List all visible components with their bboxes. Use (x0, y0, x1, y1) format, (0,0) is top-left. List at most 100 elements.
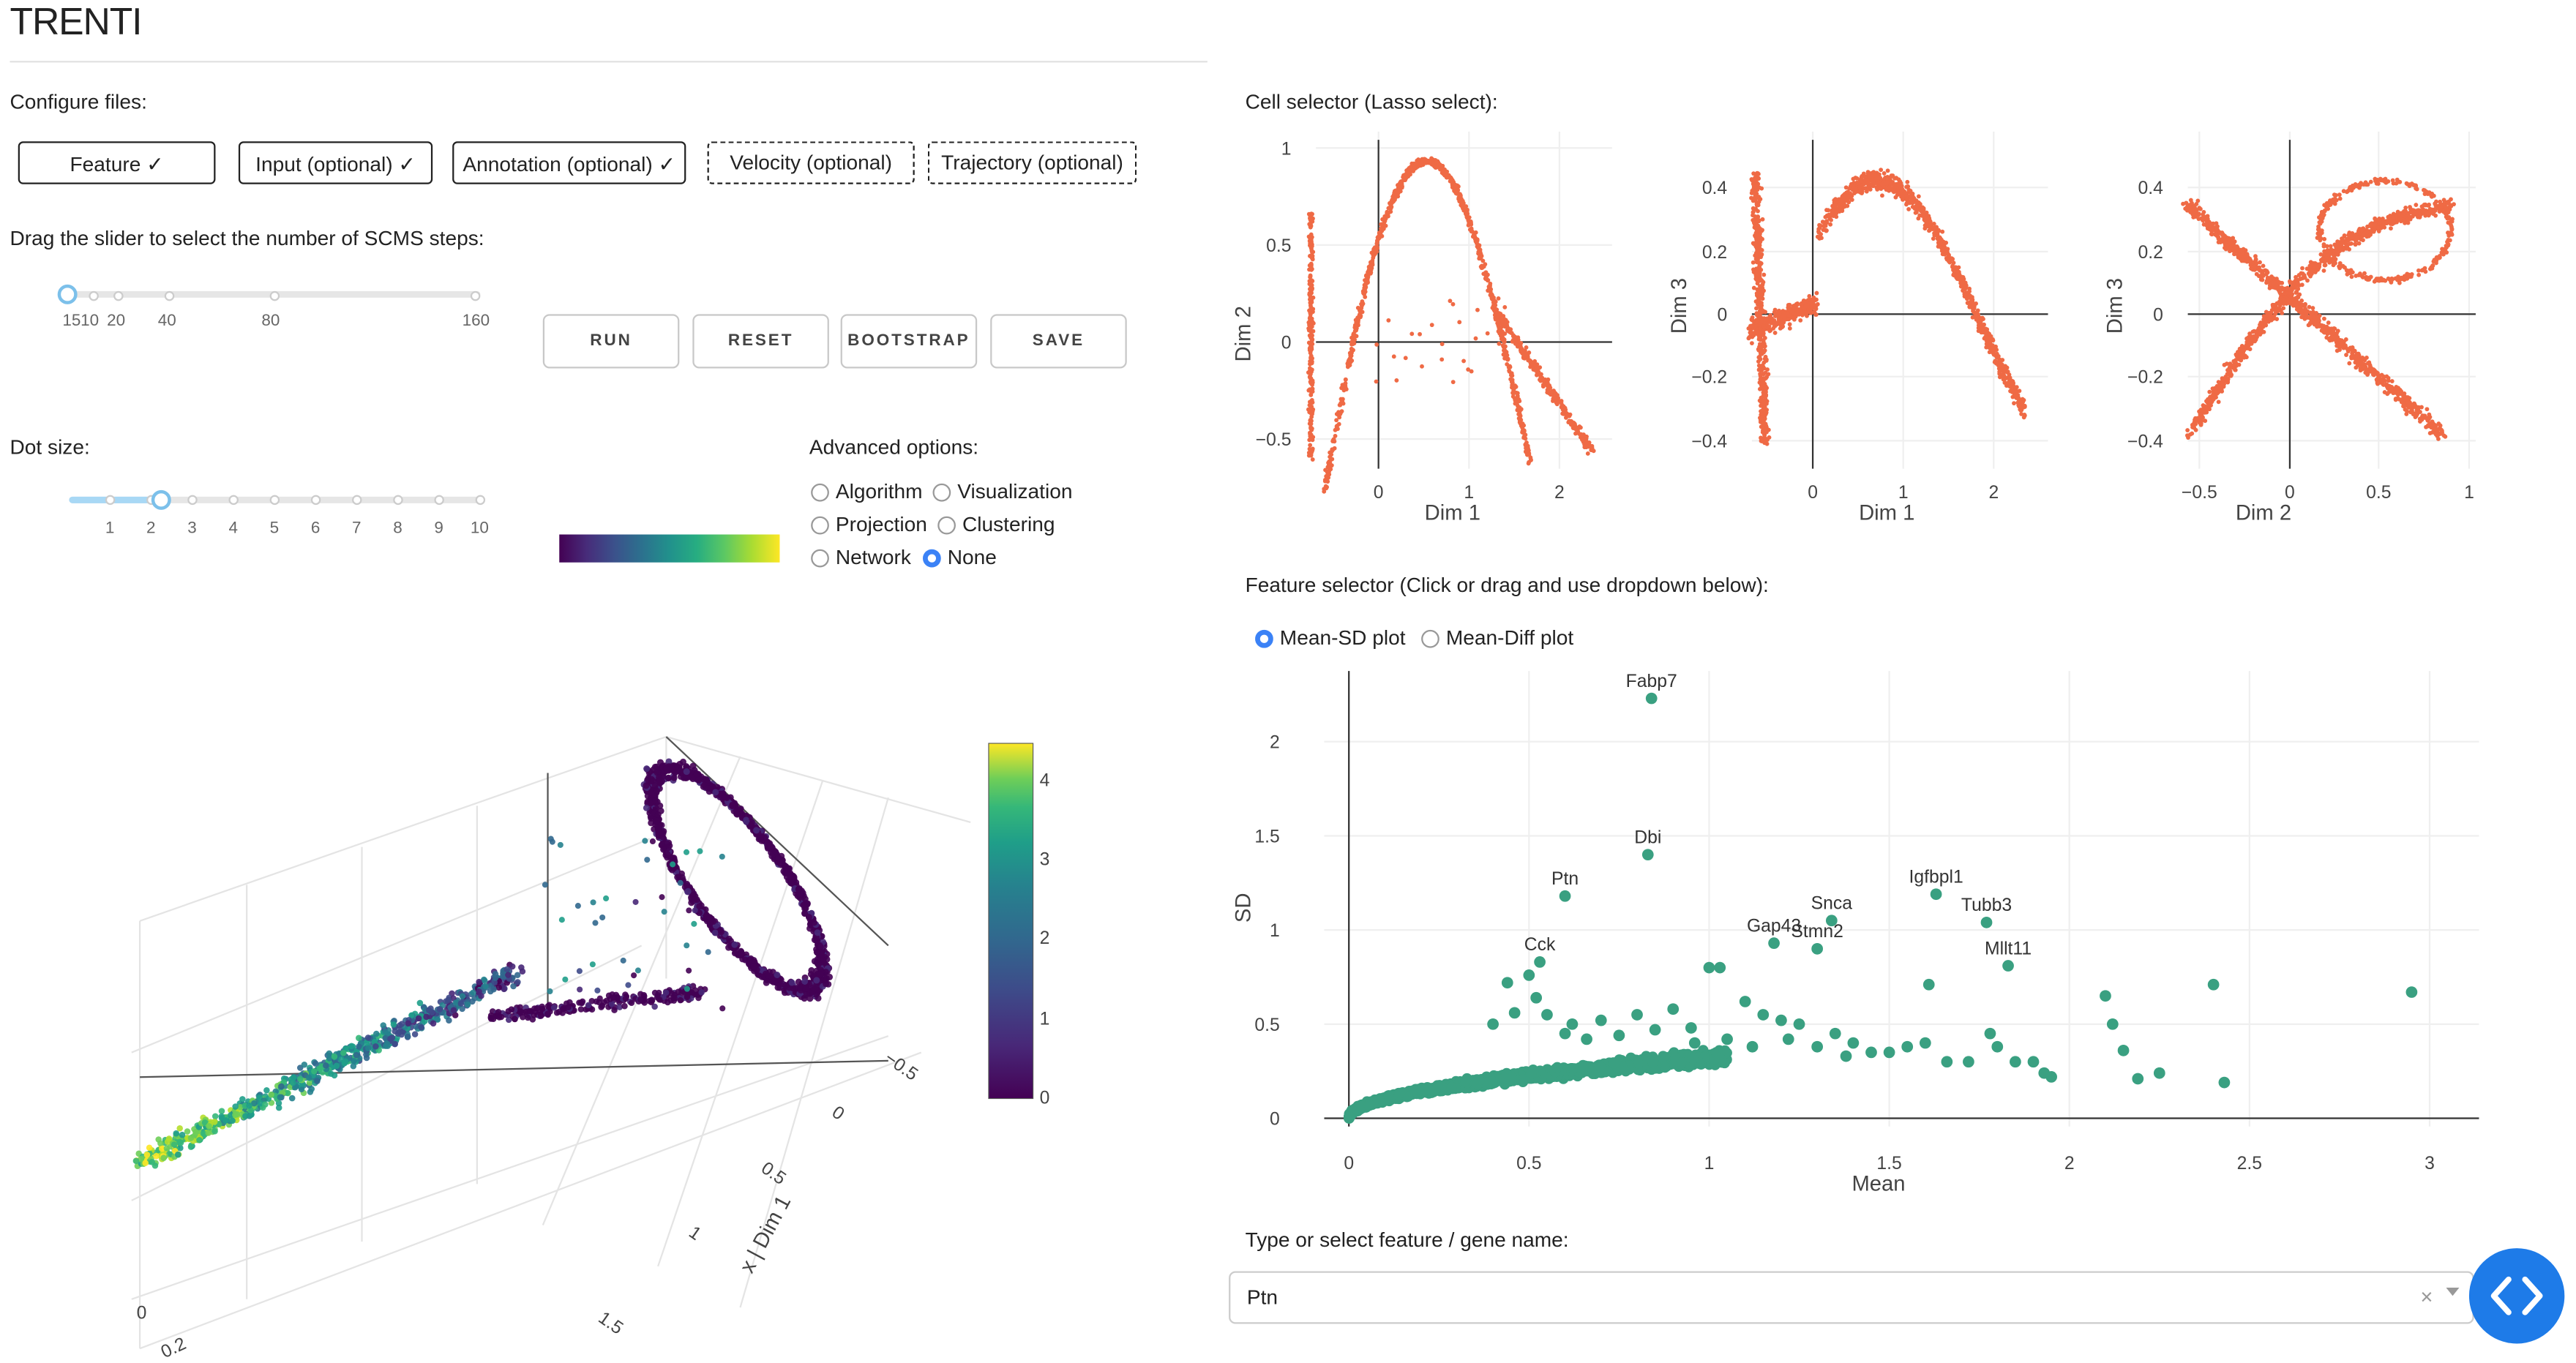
plot-3d-point (565, 1005, 572, 1011)
plot-3d[interactable]: −0.500.511.5 x | Dim 1 0 0.2 4 3 2 1 0 (0, 592, 1209, 1363)
option-visualization[interactable]: Visualization (933, 480, 1073, 503)
plot-3d-point (599, 915, 605, 920)
save-button[interactable]: SAVE (990, 314, 1127, 368)
plot-3d-point (311, 1068, 318, 1075)
plot-3d-point (782, 983, 789, 989)
cell-ytick: −0.5 (1256, 430, 1292, 450)
plot-3d-grid (132, 737, 970, 1348)
cell-xlabel: Dim 2 (2236, 501, 2291, 525)
gene-point (1677, 1058, 1687, 1068)
chevron-down-icon[interactable] (2446, 1288, 2459, 1296)
option-network[interactable]: Network (811, 546, 911, 568)
plot-3d-point (597, 996, 603, 1002)
trajectory-file-button[interactable]: Trajectory (optional) (928, 141, 1137, 184)
feature-file-button[interactable]: Feature ✓ (18, 141, 216, 184)
cell-ylabel: Dim 3 (1668, 278, 1691, 334)
dot-size-slider-handle[interactable] (151, 490, 171, 510)
gene-label: Dbi (1634, 827, 1661, 847)
plot-3d-point (173, 1130, 179, 1137)
plot-3d-point (718, 928, 724, 935)
gene-point (1499, 1073, 1509, 1084)
scms-tick-dot (471, 291, 480, 301)
velocity-file-button[interactable]: Velocity (optional) (708, 141, 915, 184)
plot-3d-point (505, 972, 512, 978)
cell-xtick: 1 (1464, 483, 1474, 503)
option-algorithm[interactable]: Algorithm (811, 480, 922, 503)
plot-3d-point (160, 1154, 167, 1161)
cell-xtick: 0 (2285, 483, 2295, 503)
plot-3d-point (742, 957, 749, 964)
mode-mean-diff[interactable]: Mean-Diff plot (1421, 626, 1573, 649)
plot-3d-point (399, 1021, 405, 1027)
plot-3d-point (412, 1031, 419, 1037)
gene-label: Igfbpl1 (1909, 867, 1963, 887)
code-toggle-button[interactable] (2469, 1248, 2564, 1343)
plot-3d-point (416, 1015, 422, 1022)
gene-point (1446, 1082, 1456, 1092)
gene-point (1923, 979, 1935, 991)
advanced-options-label: Advanced options: (809, 436, 978, 459)
scms-slider-handle[interactable] (58, 285, 78, 304)
plot-3d-point (765, 972, 771, 979)
plot-3d-point (328, 1070, 334, 1077)
gene-point (1740, 996, 1751, 1007)
gene-point (1647, 1057, 1658, 1067)
plot-3d-point (806, 914, 812, 920)
cell-ytick: −0.2 (2127, 368, 2163, 388)
mode-mean-sd[interactable]: Mean-SD plot (1255, 626, 1406, 649)
gene-point-labeled (1642, 849, 1654, 860)
gene-point (1941, 1056, 1952, 1067)
plot-3d-point (642, 838, 648, 844)
option-none[interactable]: None (923, 546, 997, 568)
annotation-file-button[interactable]: Annotation (optional) ✓ (452, 141, 686, 184)
gene-point (1757, 1009, 1769, 1021)
plot-3d-point (692, 907, 698, 913)
gene-select-input[interactable]: Ptn × (1229, 1272, 2474, 1324)
gene-point (1848, 1037, 1860, 1049)
clear-icon[interactable]: × (2420, 1285, 2433, 1310)
plot-3d-point (815, 955, 821, 962)
plot-3d-point (733, 811, 740, 817)
plot-3d-point (426, 1007, 433, 1014)
plot-3d-point (356, 1043, 362, 1050)
reset-button[interactable]: RESET (692, 314, 829, 368)
plot-3d-point (316, 1065, 323, 1072)
gene-point (1689, 1037, 1701, 1049)
gene-point (2107, 1018, 2119, 1030)
plot-3d-point (289, 1095, 296, 1102)
plot-3d-point (206, 1123, 212, 1130)
plot-3d-axes (140, 737, 888, 1077)
bootstrap-button[interactable]: BOOTSTRAP (841, 314, 978, 368)
plot-3d-point (663, 990, 670, 996)
gene-point (1631, 1009, 1643, 1021)
cell-ytick: 0 (1281, 334, 1292, 353)
run-button[interactable]: RUN (543, 314, 680, 368)
plot-3d-point (812, 936, 818, 943)
option-clustering[interactable]: Clustering (937, 513, 1055, 536)
cell-ytick: 0.4 (2138, 179, 2163, 198)
plot-3d-point (153, 1153, 160, 1160)
gene-label: Ptn (1551, 869, 1579, 889)
colorbar-tick: 2 (1040, 928, 1050, 948)
radio-icon (937, 516, 956, 534)
radio-selected-icon (1255, 629, 1273, 647)
input-file-button[interactable]: Input (optional) ✓ (239, 141, 433, 184)
mode-label: Mean-SD plot (1280, 626, 1406, 649)
gene-point (1568, 1063, 1579, 1073)
option-label: Network (836, 546, 911, 568)
option-projection[interactable]: Projection (811, 513, 927, 536)
plot-3d-point (691, 921, 697, 927)
gene-point (1714, 962, 1726, 974)
cell-xtick: 1 (1898, 483, 1909, 503)
plot-3d-point (823, 980, 829, 987)
plot-3d-point (542, 882, 548, 887)
cell-xtick: 0.5 (2366, 483, 2391, 503)
plot-3d-point (356, 1035, 362, 1042)
configure-files-label: Configure files: (10, 91, 146, 113)
gene-point (2154, 1067, 2165, 1079)
